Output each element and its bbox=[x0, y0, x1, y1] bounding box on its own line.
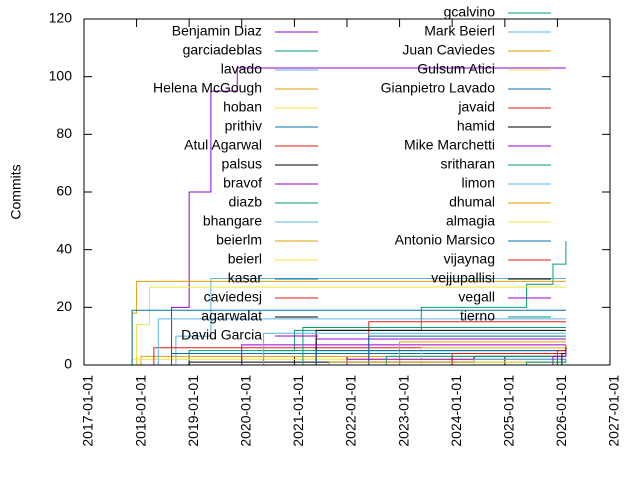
y-tick-label: 40 bbox=[56, 240, 72, 256]
legend-label: kasar bbox=[228, 270, 263, 286]
x-tick-label: 2017-01-01 bbox=[80, 375, 96, 447]
y-tick-label: 0 bbox=[64, 356, 72, 372]
legend-label: lavado bbox=[221, 61, 262, 77]
legend-label: agarwalat bbox=[201, 308, 262, 324]
x-tick-label: 2019-01-01 bbox=[185, 375, 201, 447]
x-tick-label: 2025-01-01 bbox=[501, 375, 517, 447]
legend-label: prithiv bbox=[225, 118, 262, 134]
legend-label: Atul Agarwal bbox=[184, 137, 262, 153]
legend-label: almagia bbox=[446, 213, 495, 229]
series-line bbox=[294, 350, 566, 366]
y-tick-label: 20 bbox=[56, 298, 72, 314]
legend-label: bhangare bbox=[203, 213, 262, 229]
legend-label: Antonio Marsico bbox=[395, 232, 496, 248]
legend-label: caviedesj bbox=[204, 289, 262, 305]
legend-label: hamid bbox=[457, 118, 495, 134]
legend-label: bravof bbox=[223, 175, 262, 191]
legend-label: Mike Marchetti bbox=[404, 137, 495, 153]
y-axis-label: Commits bbox=[8, 164, 24, 219]
legend-label: vegall bbox=[458, 289, 495, 305]
series-line bbox=[263, 338, 566, 366]
x-tick-label: 2026-01-01 bbox=[553, 375, 569, 447]
y-tick-label: 80 bbox=[56, 125, 72, 141]
x-tick-label: 2021-01-01 bbox=[290, 375, 306, 447]
legend-label: beierl bbox=[228, 251, 262, 267]
x-tick-label: 2022-01-01 bbox=[343, 375, 359, 447]
x-tick-label: 2020-01-01 bbox=[237, 375, 253, 447]
series-line bbox=[145, 67, 566, 366]
legend-label: palsus bbox=[222, 156, 262, 172]
x-tick-label: 2024-01-01 bbox=[448, 375, 464, 447]
y-tick-label: 120 bbox=[49, 10, 73, 26]
series-line bbox=[123, 280, 566, 366]
legend-label: javaid bbox=[457, 99, 495, 115]
legend-label: vejjupallisi bbox=[431, 270, 495, 286]
legend-label: limon bbox=[462, 175, 495, 191]
series-line bbox=[421, 355, 566, 366]
legend-label: Gianpietro Lavado bbox=[381, 80, 496, 96]
legend-label: tierno bbox=[460, 308, 495, 324]
series-line bbox=[210, 350, 566, 366]
legend-label: dhumal bbox=[449, 194, 495, 210]
legend-label: vijaynag bbox=[444, 251, 495, 267]
y-tick-label: 100 bbox=[49, 67, 73, 83]
x-tick-label: 2023-01-01 bbox=[395, 375, 411, 447]
legend-label: gcalvino bbox=[444, 4, 496, 20]
series-line bbox=[302, 321, 566, 366]
series-line bbox=[526, 350, 567, 366]
plot-border bbox=[83, 18, 611, 366]
series-line bbox=[210, 332, 566, 366]
series-line bbox=[132, 355, 566, 366]
y-tick-label: 60 bbox=[56, 183, 72, 199]
x-tick-label: 2018-01-01 bbox=[132, 375, 148, 447]
legend-label: garciadeblas bbox=[183, 42, 262, 58]
legend-label: sritharan bbox=[441, 156, 495, 172]
legend-label: David Garcia bbox=[181, 327, 262, 343]
legend-label: Benjamin Diaz bbox=[172, 23, 262, 39]
legend-label: diazb bbox=[229, 194, 263, 210]
legend-label: hoban bbox=[223, 99, 262, 115]
legend-label: Mark Beierl bbox=[424, 23, 495, 39]
series-line bbox=[127, 241, 567, 366]
legend-label: Helena McGough bbox=[153, 80, 262, 96]
series-line bbox=[347, 355, 566, 366]
legend-label: Juan Caviedes bbox=[402, 42, 495, 58]
legend-label: Gulsum Atici bbox=[417, 61, 495, 77]
x-tick-label: 2027-01-01 bbox=[606, 375, 622, 447]
legend-label: beierlm bbox=[216, 232, 262, 248]
